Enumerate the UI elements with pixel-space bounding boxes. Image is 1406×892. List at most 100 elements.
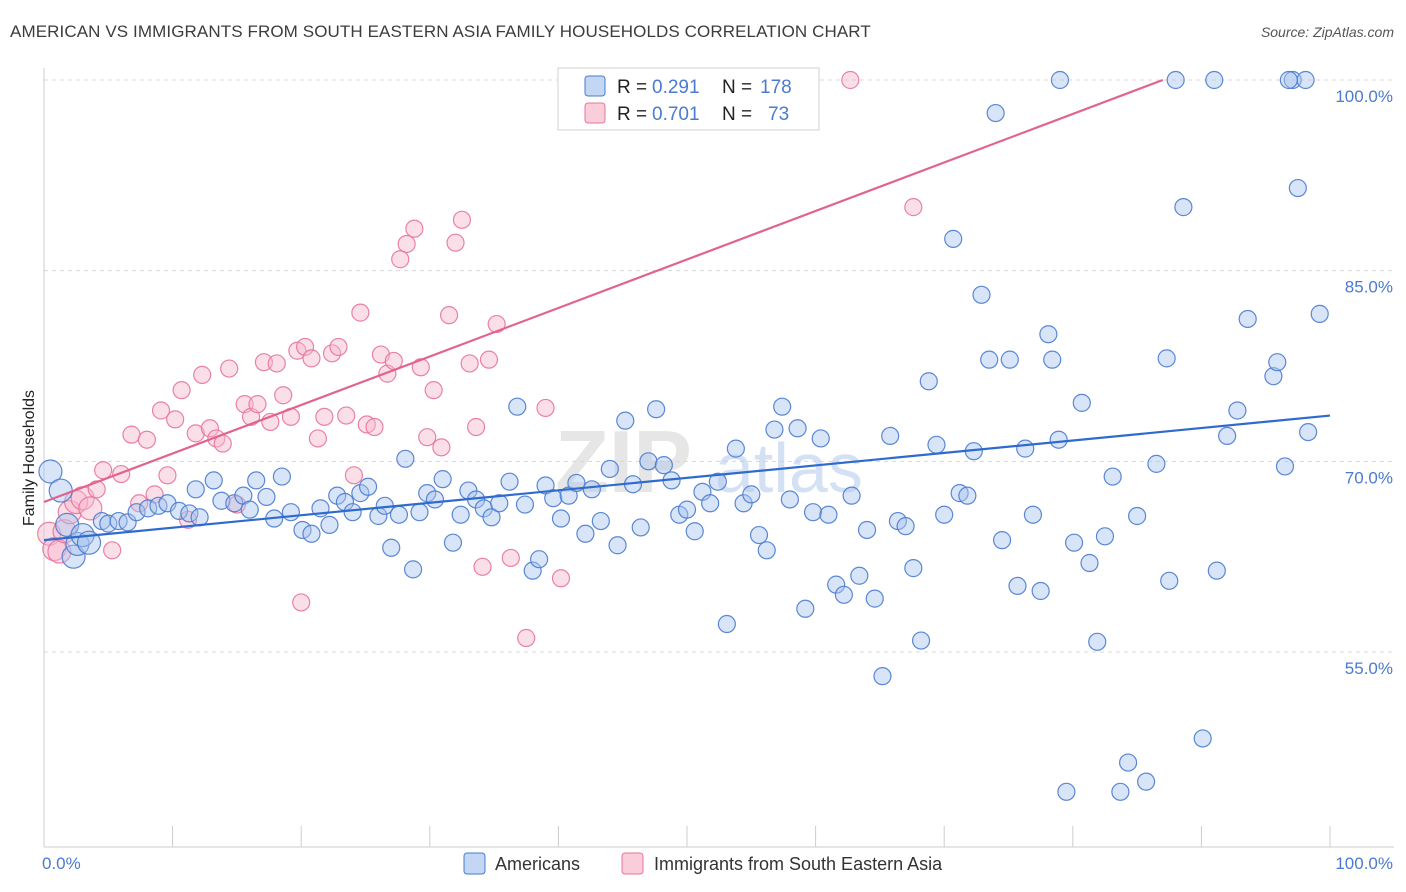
- data-point: [482, 508, 501, 527]
- data-point: [302, 349, 321, 368]
- x-tick-label-max: 100.0%: [1335, 854, 1393, 873]
- data-point: [257, 487, 276, 507]
- data-point: [1072, 393, 1091, 412]
- data-point: [308, 429, 328, 448]
- legend-r-label-americans: R =: [617, 77, 647, 98]
- legend-swatch-immigrants: [584, 102, 606, 124]
- data-point: [127, 503, 146, 522]
- data-point: [1193, 729, 1212, 748]
- data-point: [1174, 198, 1193, 217]
- y-tick-label: 70.0%: [1345, 468, 1393, 487]
- data-point: [536, 398, 555, 418]
- data-point: [1000, 350, 1019, 369]
- data-point: [500, 472, 519, 491]
- data-point: [515, 495, 535, 514]
- data-point: [780, 490, 799, 509]
- data-point: [1016, 439, 1035, 458]
- legend-r-value-immigrants: 0.701: [652, 104, 700, 125]
- data-point: [865, 589, 884, 608]
- data-point: [94, 461, 113, 480]
- data-point: [508, 397, 527, 416]
- data-point: [881, 426, 900, 446]
- data-point: [834, 585, 853, 604]
- data-point: [701, 494, 720, 513]
- data-point: [1103, 467, 1122, 486]
- data-point: [391, 250, 410, 269]
- data-point: [1008, 576, 1027, 596]
- data-point: [551, 569, 571, 588]
- x-axis-ticks: [43, 826, 1331, 847]
- data-point: [272, 467, 292, 486]
- chart-title: AMERICAN VS IMMIGRANTS FROM SOUTH EASTER…: [10, 22, 871, 41]
- data-point: [1088, 632, 1107, 651]
- data-point: [1296, 70, 1315, 90]
- data-point: [904, 198, 923, 217]
- data-point: [1207, 561, 1226, 580]
- legend-r-label-immigrants: R =: [617, 104, 647, 125]
- data-point: [1275, 457, 1295, 476]
- data-point: [337, 406, 356, 425]
- data-point: [1228, 401, 1247, 420]
- legend-n-value-americans: 178: [760, 77, 792, 98]
- data-point: [186, 424, 205, 443]
- data-point: [677, 500, 697, 519]
- data-point: [151, 401, 171, 420]
- data-point: [935, 505, 954, 524]
- data-point: [1268, 353, 1287, 372]
- data-point: [254, 353, 274, 372]
- legend-n-value-immigrants: 73: [768, 104, 789, 125]
- data-point: [841, 70, 860, 90]
- series-legend-swatch-americans: [463, 852, 486, 875]
- data-point: [446, 233, 465, 252]
- data-point: [608, 536, 627, 555]
- data-point: [1080, 553, 1099, 573]
- data-point: [1095, 527, 1115, 546]
- data-point: [544, 489, 563, 508]
- data-point: [1299, 422, 1318, 442]
- data-point: [1039, 325, 1058, 344]
- data-point: [944, 229, 963, 248]
- data-point: [927, 435, 946, 454]
- data-point: [247, 471, 266, 490]
- gridlines: [44, 79, 1394, 653]
- data-point: [460, 354, 479, 373]
- data-point: [137, 430, 156, 449]
- source-credit: Source: ZipAtlas.com: [1260, 24, 1394, 40]
- data-point: [1166, 70, 1185, 90]
- data-point: [432, 438, 451, 457]
- legend-n-label-immigrants: N =: [722, 104, 752, 125]
- data-point: [439, 306, 459, 325]
- data-point: [773, 397, 792, 416]
- data-point: [1160, 571, 1179, 590]
- data-point: [811, 429, 830, 448]
- data-point: [919, 372, 938, 391]
- data-point: [315, 407, 334, 426]
- data-point: [103, 541, 122, 560]
- data-point: [122, 425, 141, 444]
- data-point: [403, 560, 423, 579]
- data-point: [911, 631, 931, 650]
- data-point: [576, 524, 595, 543]
- data-point: [1049, 430, 1068, 449]
- data-point: [1283, 70, 1302, 90]
- data-point: [274, 386, 293, 405]
- series-legend-label-immigrants: Immigrants from South Eastern Asia: [654, 854, 943, 874]
- data-point: [1279, 70, 1298, 90]
- data-point: [958, 486, 977, 505]
- data-point: [382, 538, 401, 557]
- watermark: ZIP atlas: [555, 412, 863, 511]
- data-point: [351, 303, 370, 322]
- data-point: [726, 439, 745, 458]
- data-point: [220, 359, 239, 378]
- y-axis-label: Family Households: [21, 390, 38, 526]
- data-point: [986, 103, 1005, 123]
- data-point: [992, 531, 1012, 550]
- data-point: [582, 480, 601, 499]
- data-point: [517, 628, 536, 648]
- data-point: [358, 477, 378, 496]
- data-point: [418, 428, 437, 447]
- data-point: [479, 350, 499, 369]
- series-legend-label-americans: Americans: [495, 854, 580, 874]
- data-point: [647, 400, 666, 419]
- data-point: [523, 561, 542, 580]
